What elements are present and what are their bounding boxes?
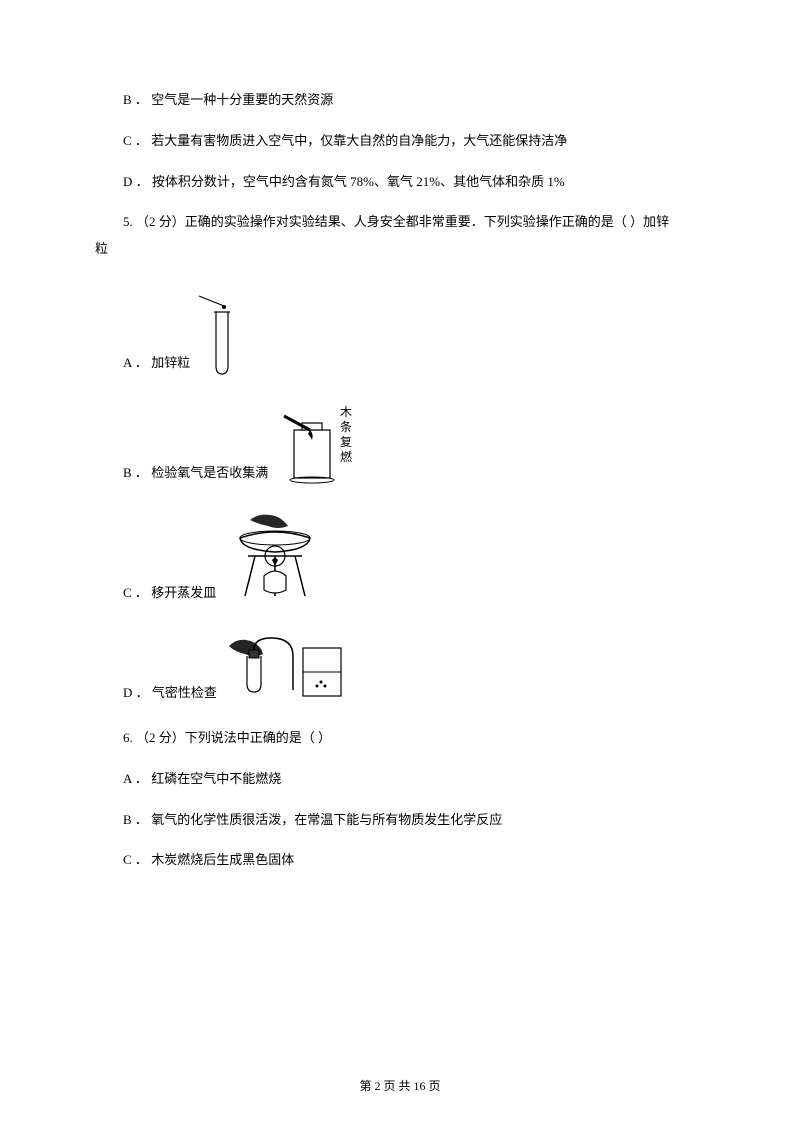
question-5: 5. （2 分）正确的实验操作对实验结果、人身安全都非常重要．下列实验操作正确的… <box>95 212 705 233</box>
q5-option-a: A ． 加锌粒 <box>95 288 705 378</box>
opt-text: 若大量有害物质进入空气中，仅靠大自然的自净能力，大气还能保持洁净 <box>151 133 567 148</box>
question-6: 6. （2 分）下列说法中正确的是（ ） <box>95 728 705 749</box>
diagram-test-tube-icon <box>194 288 244 378</box>
opt-label: A ． 加锌粒 <box>123 353 190 378</box>
svg-text:燃: 燃 <box>340 449 352 464</box>
svg-text:复: 复 <box>340 435 352 449</box>
diagram-evaporating-dish-icon <box>220 508 330 608</box>
q6-option-c: C ． 木炭燃烧后生成黑色固体 <box>95 850 705 871</box>
opt-label: B <box>123 812 132 827</box>
opt-label: B <box>123 92 132 107</box>
opt-label: C <box>123 133 132 148</box>
q5-tail: 粒 <box>95 239 705 260</box>
annotation-text: 木 <box>340 405 352 419</box>
diagram-airtight-check-icon <box>221 628 351 708</box>
opt-text: 空气是一种十分重要的天然资源 <box>151 92 333 107</box>
opt-text: 按体积分数计，空气中约含有氮气 78%、氧气 21%、其他气体和杂质 1% <box>152 174 565 189</box>
opt-text: 氧气的化学性质很活泼，在常温下能与所有物质发生化学反应 <box>151 812 502 827</box>
opt-text: 木炭燃烧后生成黑色固体 <box>151 852 294 867</box>
opt-label: C <box>123 852 132 867</box>
q5-option-d: D ． 气密性检查 <box>95 628 705 708</box>
option-d: D ． 按体积分数计，空气中约含有氮气 78%、氧气 21%、其他气体和杂质 1… <box>95 172 705 193</box>
q5-text: 5. （2 分）正确的实验操作对实验结果、人身安全都非常重要．下列实验操作正确的… <box>123 214 669 229</box>
q6-option-b: B ． 氧气的化学性质很活泼，在常温下能与所有物质发生化学反应 <box>95 810 705 831</box>
page-footer: 第 2 页 共 16 页 <box>0 1077 800 1094</box>
q5-option-c: C ． 移开蒸发皿 <box>95 508 705 608</box>
q5-option-b: B ． 检验氧气是否收集满 木 条 复 燃 <box>95 398 705 488</box>
document-content: B ． 空气是一种十分重要的天然资源 C ． 若大量有害物质进入空气中，仅靠大自… <box>95 90 705 871</box>
opt-label: B ． 检验氧气是否收集满 <box>123 463 268 488</box>
opt-label: A <box>123 771 132 786</box>
diagram-oxygen-bottle-icon: 木 条 复 燃 <box>272 398 372 488</box>
svg-text:条: 条 <box>340 420 352 434</box>
q6-option-a: A ． 红磷在空气中不能燃烧 <box>95 769 705 790</box>
opt-label: D ． 气密性检查 <box>123 683 217 708</box>
opt-text: 红磷在空气中不能燃烧 <box>151 771 281 786</box>
option-c: C ． 若大量有害物质进入空气中，仅靠大自然的自净能力，大气还能保持洁净 <box>95 131 705 152</box>
option-b: B ． 空气是一种十分重要的天然资源 <box>95 90 705 111</box>
q6-text: 6. （2 分）下列说法中正确的是（ ） <box>123 730 331 745</box>
opt-label: D <box>123 174 132 189</box>
opt-label: C ． 移开蒸发皿 <box>123 583 216 608</box>
